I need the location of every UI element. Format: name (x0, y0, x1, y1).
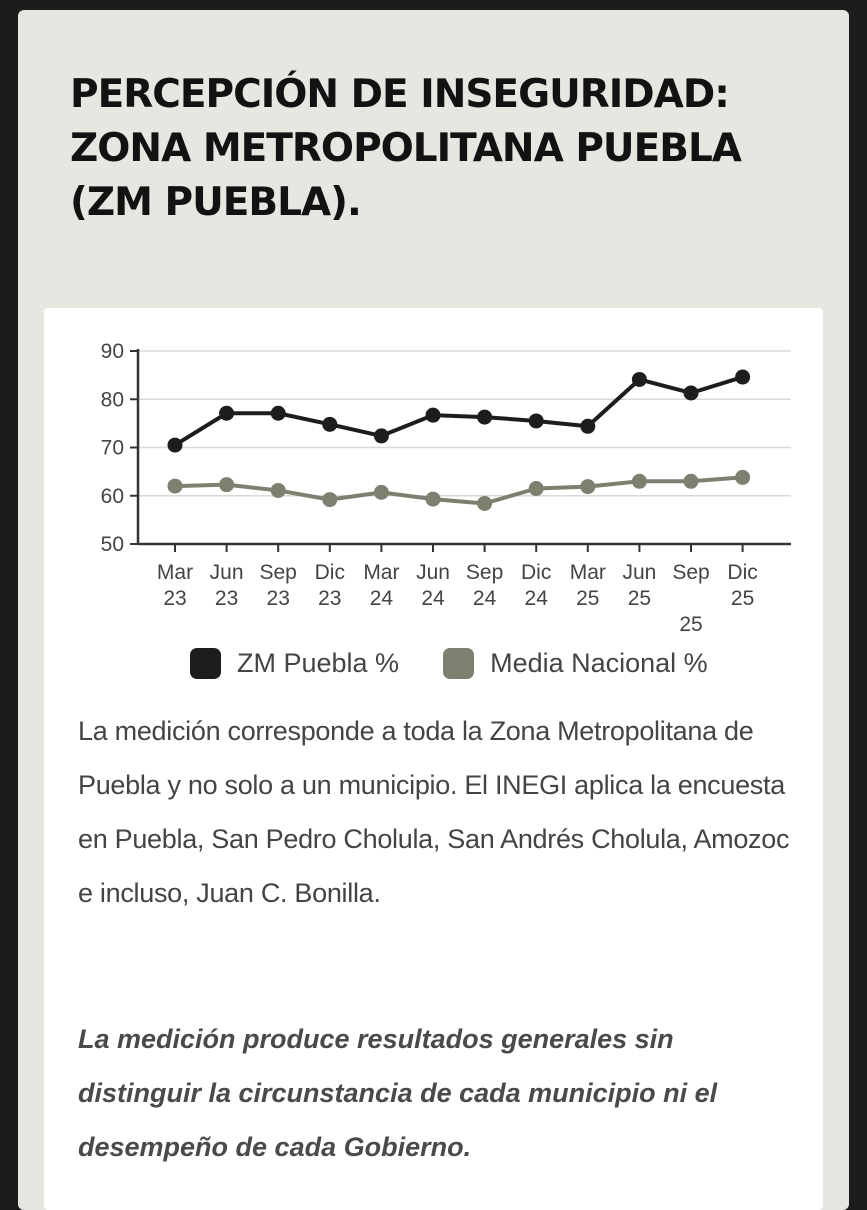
legend-label-media-nacional: Media Nacional % (490, 648, 708, 678)
data-point-s0-10 (683, 385, 699, 401)
x-tick-label-3: Dic 23 (315, 561, 345, 610)
chart-panel: 50 60 70 80 90 Mar 23 Jun 23 Sep 23 Dic 23 Mar 24 Jun 24… (44, 308, 823, 1210)
x-tick-label-0: Mar 23 (157, 561, 193, 610)
data-point-s0-9 (631, 371, 647, 387)
legend-label-zm-puebla: ZM Puebla % (237, 648, 400, 678)
y-tick-label-50: 50 (101, 533, 124, 556)
data-point-s1-8 (580, 479, 596, 495)
data-point-s1-10 (683, 473, 699, 489)
legend-swatch-zm-puebla (190, 648, 221, 679)
x-tick-label-8: Mar 25 (570, 561, 606, 610)
x-tick-label-7: Dic 24 (521, 561, 551, 610)
data-point-s1-9 (631, 473, 647, 489)
x-tick-label-11: Dic 25 (727, 561, 757, 610)
description-paragraph: La medición corresponde a toda la Zona M… (78, 716, 790, 908)
x-tick-label-10: Sep 25 (672, 561, 709, 636)
x-tick-label-9: Jun 25 (622, 561, 656, 610)
data-point-s1-7 (528, 481, 544, 497)
data-point-s1-2 (270, 482, 286, 498)
data-point-s0-1 (219, 405, 235, 421)
data-point-s1-1 (219, 477, 235, 493)
y-tick-label-70: 70 (101, 437, 124, 460)
data-point-s0-6 (477, 409, 493, 425)
legend-item-media-nacional: Media Nacional % (443, 648, 708, 679)
y-tick-label-60: 60 (101, 485, 124, 508)
emphasis-note: La medición produce resultados generales… (78, 1024, 718, 1162)
x-tick-label-4: Mar 24 (363, 561, 399, 610)
data-point-s0-4 (373, 428, 389, 444)
data-point-s1-4 (373, 484, 389, 500)
series-line-0 (173, 375, 744, 447)
page-title: PERCEPCIÓN DE INSEGURIDAD: ZONA METROPOL… (70, 72, 742, 225)
x-tick-label-1: Jun 23 (210, 561, 244, 610)
data-point-s0-5 (425, 407, 441, 423)
data-point-s1-6 (477, 495, 493, 511)
data-point-s0-8 (580, 418, 596, 434)
data-point-s1-3 (322, 492, 338, 508)
x-tick-label-2: Sep 23 (260, 561, 297, 610)
x-tick-label-6: Sep 24 (466, 561, 503, 610)
x-tick-label-5: Jun 24 (416, 561, 450, 610)
data-point-s0-3 (322, 416, 338, 432)
series-line-1 (174, 475, 743, 506)
data-point-s1-11 (735, 469, 751, 485)
legend-item-zm-puebla: ZM Puebla % (190, 648, 399, 679)
data-point-s0-2 (270, 405, 286, 421)
article-card: PERCEPCIÓN DE INSEGURIDAD: ZONA METROPOL… (18, 10, 849, 1210)
data-point-s0-11 (735, 369, 751, 385)
data-point-s0-7 (528, 413, 544, 429)
y-tick-label-90: 90 (101, 340, 124, 363)
data-point-s0-0 (167, 437, 183, 453)
y-tick-label-80: 80 (101, 388, 124, 411)
legend-swatch-media-nacional (443, 648, 475, 679)
line-chart: 50 60 70 80 90 Mar 23 Jun 23 Sep 23 Dic 23 Mar 24 Jun 24… (101, 340, 791, 636)
data-point-s1-5 (425, 491, 441, 507)
data-point-s1-0 (167, 478, 183, 494)
chart-legend: ZM Puebla % Media Nacional % (190, 648, 752, 679)
